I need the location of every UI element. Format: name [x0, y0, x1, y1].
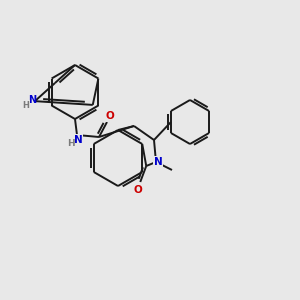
Text: N: N [74, 135, 82, 145]
Text: O: O [106, 111, 114, 121]
Text: H: H [22, 100, 29, 109]
Text: N: N [28, 95, 36, 105]
Text: H: H [67, 140, 75, 148]
Text: O: O [134, 185, 142, 195]
Text: N: N [154, 157, 162, 167]
